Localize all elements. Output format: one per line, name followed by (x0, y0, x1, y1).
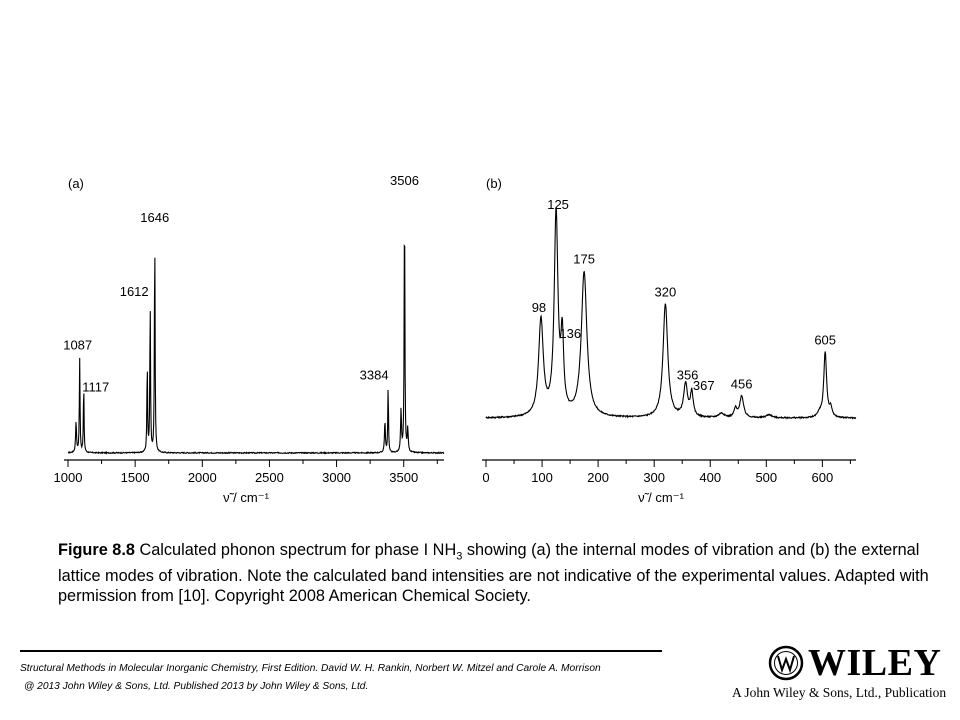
x-tick-label: 500 (755, 470, 777, 485)
x-tick-label: 3500 (389, 470, 418, 485)
x-tick-label: 0 (482, 470, 489, 485)
x-tick-label: 400 (699, 470, 721, 485)
figure-label: Figure 8.8 (58, 541, 135, 559)
formula-subscript: 3 (456, 550, 463, 563)
spectrum-line (67, 243, 445, 455)
peak-label-3384: 3384 (360, 367, 389, 382)
peak-label-98: 98 (532, 300, 546, 315)
peak-label-605: 605 (814, 333, 836, 348)
spectrum-panel-b: 0 100 200 300 400 500 600 ν̃ / cm⁻¹ (b) 98 125 136 1… (482, 176, 857, 505)
spectrum-panel-a: 1000 1500 2000 2500 3000 3500 ν̃ / cm⁻¹ (a) 1087… (54, 173, 445, 505)
publisher-tagline: A John Wiley & Sons, Ltd., Publication (732, 685, 947, 700)
peak-label-320: 320 (655, 284, 677, 299)
peak-label-1087: 1087 (63, 337, 92, 352)
credits-line-copyright: @ 2013 John Wiley & Sons, Ltd. Published… (24, 681, 369, 692)
book-credits: Structural Methods in Molecular Inorgani… (20, 660, 601, 696)
peak-label-3506: 3506 (390, 173, 419, 188)
peak-label-1646: 1646 (140, 210, 169, 225)
figure-caption: Figure 8.8 Calculated phonon spectrum fo… (58, 540, 938, 606)
peak-label-1612: 1612 (120, 284, 149, 299)
x-axis-label: ν̃ / cm⁻¹ (638, 490, 685, 505)
peak-label-356: 356 (677, 367, 699, 382)
peak-label-456: 456 (731, 376, 753, 391)
peak-label-367: 367 (693, 378, 715, 393)
caption-text-part1: Calculated phonon spectrum for phase I N… (134, 541, 457, 559)
peak-label-175: 175 (573, 252, 595, 267)
credits-line-title: Structural Methods in Molecular Inorgani… (20, 663, 601, 674)
footer-divider (20, 650, 662, 652)
panel-label: (b) (486, 176, 502, 191)
peak-label-136: 136 (559, 326, 581, 341)
wiley-wordmark: WILEY (808, 642, 942, 684)
panel-label: (a) (68, 176, 84, 191)
x-axis-label: ν̃ / cm⁻¹ (223, 490, 270, 505)
peak-label-125: 125 (547, 197, 569, 212)
x-tick-label: 600 (812, 470, 834, 485)
x-tick-label: 2000 (188, 470, 217, 485)
x-tick-label: 1000 (54, 470, 83, 485)
peak-label-1117: 1117 (82, 379, 109, 394)
x-tick-label: 3000 (322, 470, 351, 485)
caption-text-part2: showing (a) the internal modes of vibrat… (58, 541, 929, 606)
x-tick-label: 200 (587, 470, 609, 485)
wiley-seal-icon (768, 645, 804, 681)
x-tick-label: 100 (531, 470, 553, 485)
x-tick-label: 2500 (255, 470, 284, 485)
x-tick-label: 300 (643, 470, 665, 485)
spectrum-line (485, 206, 857, 420)
x-tick-label: 1500 (121, 470, 150, 485)
